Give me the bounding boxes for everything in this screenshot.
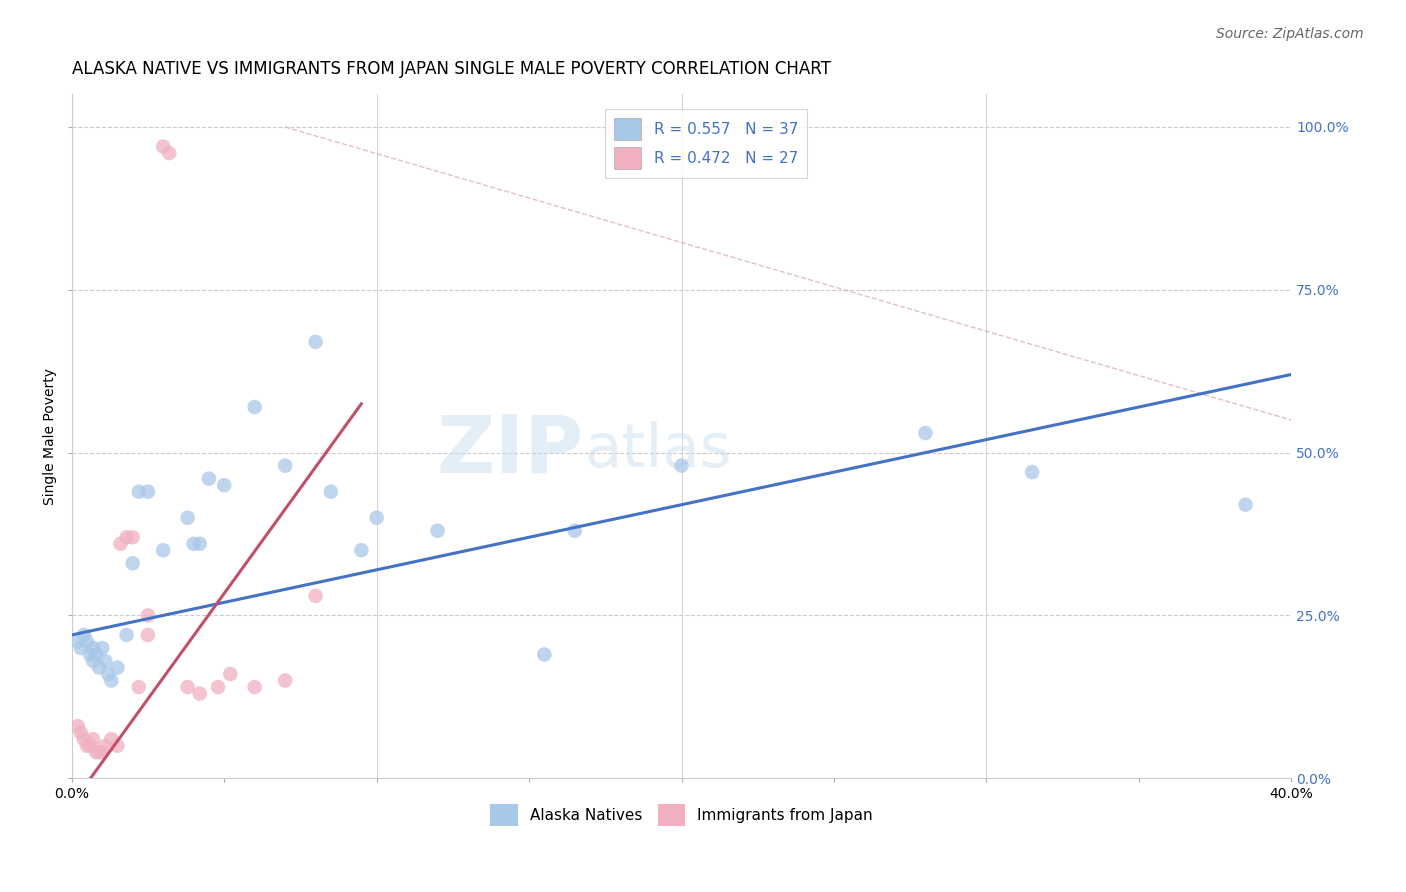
- Point: [94, 739, 117, 753]
- Point: [152, 139, 174, 153]
- Point: [115, 530, 138, 544]
- Point: [89, 745, 111, 759]
- Point: [198, 472, 221, 486]
- Point: [76, 634, 98, 648]
- Point: [176, 510, 198, 524]
- Point: [66, 719, 89, 733]
- Point: [1021, 465, 1043, 479]
- Point: [183, 537, 205, 551]
- Y-axis label: Single Male Poverty: Single Male Poverty: [44, 368, 58, 505]
- Point: [73, 732, 96, 747]
- Point: [426, 524, 449, 538]
- Point: [914, 426, 936, 441]
- Point: [564, 524, 586, 538]
- Point: [70, 640, 93, 655]
- Point: [115, 628, 138, 642]
- Point: [1234, 498, 1257, 512]
- Point: [366, 510, 388, 524]
- Point: [94, 654, 117, 668]
- Point: [219, 667, 242, 681]
- Point: [188, 537, 211, 551]
- Point: [89, 660, 111, 674]
- Point: [207, 680, 229, 694]
- Text: atlas: atlas: [583, 420, 731, 480]
- Point: [136, 628, 159, 642]
- Point: [243, 400, 266, 414]
- Point: [671, 458, 693, 473]
- Point: [84, 648, 107, 662]
- Text: ZIP: ZIP: [437, 411, 583, 489]
- Point: [212, 478, 235, 492]
- Point: [128, 680, 150, 694]
- Point: [76, 739, 98, 753]
- Point: [136, 484, 159, 499]
- Point: [91, 745, 114, 759]
- Point: [84, 745, 107, 759]
- Point: [152, 543, 174, 558]
- Point: [243, 680, 266, 694]
- Text: ALASKA NATIVE VS IMMIGRANTS FROM JAPAN SINGLE MALE POVERTY CORRELATION CHART: ALASKA NATIVE VS IMMIGRANTS FROM JAPAN S…: [72, 60, 831, 78]
- Point: [121, 530, 143, 544]
- Point: [176, 680, 198, 694]
- Point: [107, 739, 129, 753]
- Point: [100, 673, 122, 688]
- Point: [128, 484, 150, 499]
- Text: Source: ZipAtlas.com: Source: ZipAtlas.com: [1216, 27, 1364, 41]
- Point: [82, 640, 104, 655]
- Point: [91, 640, 114, 655]
- Point: [304, 589, 326, 603]
- Point: [533, 648, 555, 662]
- Point: [107, 660, 129, 674]
- Point: [79, 648, 101, 662]
- Point: [66, 634, 89, 648]
- Point: [97, 667, 120, 681]
- Point: [319, 484, 342, 499]
- Point: [304, 334, 326, 349]
- Point: [82, 654, 104, 668]
- Point: [100, 732, 122, 747]
- Point: [79, 739, 101, 753]
- Point: [274, 458, 297, 473]
- Point: [121, 557, 143, 571]
- Point: [350, 543, 373, 558]
- Point: [274, 673, 297, 688]
- Point: [82, 732, 104, 747]
- Point: [70, 725, 93, 739]
- Point: [188, 687, 211, 701]
- Point: [110, 537, 132, 551]
- Point: [73, 628, 96, 642]
- Point: [136, 608, 159, 623]
- Point: [157, 146, 180, 161]
- Legend: Alaska Natives, Immigrants from Japan: Alaska Natives, Immigrants from Japan: [484, 798, 879, 832]
